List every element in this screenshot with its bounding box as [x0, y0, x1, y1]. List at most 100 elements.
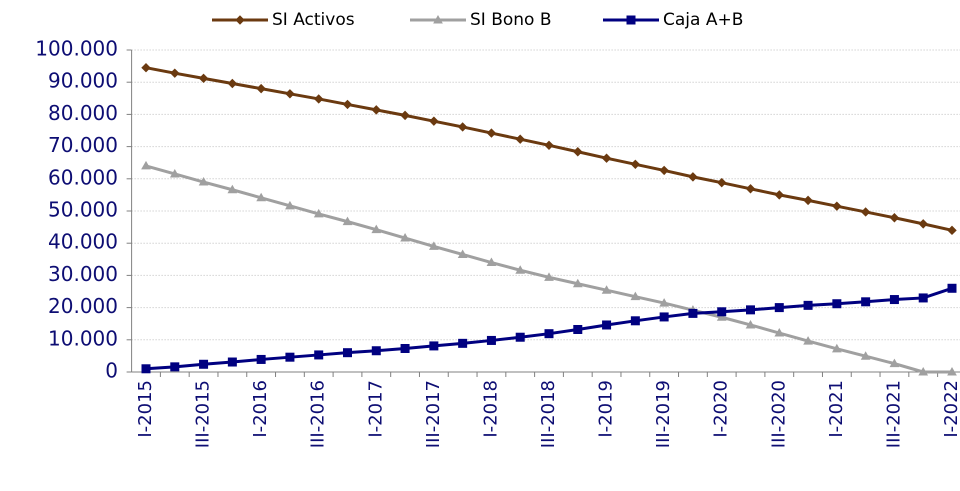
data-point [601, 285, 612, 294]
data-point [486, 128, 497, 138]
data-point [659, 312, 669, 322]
data-point [457, 249, 468, 258]
data-point [947, 225, 957, 236]
x-tick-label: III-2019 [653, 380, 674, 448]
series-line [145, 164, 952, 374]
data-point [630, 316, 640, 326]
data-point [429, 341, 439, 351]
x-tick-label: I-2015 [135, 380, 156, 438]
data-point [745, 184, 756, 194]
data-point [314, 350, 324, 360]
data-point [918, 293, 928, 303]
data-point [371, 346, 381, 356]
data-point [458, 338, 468, 348]
data-point [861, 297, 871, 307]
y-tick-label: 60.000 [48, 165, 118, 189]
data-point [573, 324, 583, 334]
data-point [659, 165, 669, 176]
x-tick-label: I-2016 [250, 380, 271, 438]
data-point [198, 73, 209, 84]
x-tick-label: III-2015 [193, 380, 214, 448]
x-tick-label: I-2020 [711, 380, 732, 438]
legend-label: SI Bono B [470, 10, 552, 30]
data-point [515, 265, 526, 274]
y-tick-label: 40.000 [48, 230, 118, 254]
data-point [630, 159, 641, 170]
data-point [860, 207, 871, 217]
data-point [141, 160, 151, 170]
data-point [285, 89, 295, 99]
data-point [602, 320, 612, 330]
y-tick-label: 0 [105, 359, 118, 383]
data-point [832, 299, 842, 309]
x-tick-label: III-2016 [308, 380, 329, 448]
data-point [227, 357, 237, 367]
data-point [198, 177, 209, 186]
data-point [832, 201, 842, 211]
x-tick-label: I-2022 [941, 380, 960, 438]
legend-marker [626, 15, 636, 25]
data-point [313, 208, 324, 218]
legend-label: SI Activos [272, 10, 355, 30]
x-tick-label: I-2017 [365, 380, 386, 438]
data-point [256, 83, 266, 94]
data-point [947, 366, 957, 376]
data-point [918, 366, 929, 376]
data-point [803, 300, 813, 310]
x-tick-label: III-2020 [768, 380, 789, 448]
x-tick-label: I-2021 [826, 380, 847, 438]
x-tick-label: III-2021 [883, 380, 904, 448]
data-point [400, 343, 410, 353]
data-point [803, 336, 813, 345]
data-point [371, 105, 381, 115]
data-point [659, 298, 670, 307]
data-point [918, 219, 928, 229]
y-tick-label: 70.000 [48, 133, 118, 157]
data-point [314, 94, 324, 104]
x-tick-label: III-2017 [423, 380, 444, 448]
y-tick-label: 10.000 [48, 326, 118, 350]
y-tick-label: 80.000 [48, 101, 118, 125]
legend-marker [433, 14, 443, 24]
data-point [515, 134, 525, 144]
x-tick-label: I-2018 [480, 380, 501, 438]
y-tick-label: 30.000 [48, 262, 118, 286]
legend-label: Caja A+B [663, 10, 743, 30]
data-point [860, 351, 871, 360]
data-point [947, 283, 957, 293]
x-tick-label: I-2019 [596, 380, 617, 438]
data-point [342, 216, 353, 226]
data-point [170, 68, 180, 78]
data-point [630, 291, 641, 301]
data-point [803, 195, 813, 206]
data-point [256, 192, 267, 202]
data-point [429, 116, 439, 126]
y-tick-label: 20.000 [48, 294, 118, 318]
data-point [285, 200, 295, 210]
data-point [544, 329, 554, 339]
data-point [486, 257, 497, 267]
data-point [889, 295, 899, 305]
data-point [515, 332, 525, 342]
data-point [141, 364, 151, 374]
data-point [774, 190, 784, 200]
data-point [457, 122, 468, 132]
y-tick-label: 50.000 [48, 198, 118, 222]
data-point [170, 362, 180, 372]
data-point [746, 305, 755, 315]
data-point [400, 110, 410, 121]
data-point [400, 233, 410, 242]
data-point [285, 352, 295, 362]
data-point [343, 348, 352, 358]
data-point [716, 312, 727, 321]
data-point [169, 168, 180, 178]
data-point [572, 278, 583, 288]
series-line [145, 286, 953, 371]
data-point [544, 272, 554, 281]
data-point [688, 172, 698, 182]
data-point [774, 328, 785, 337]
data-point [199, 359, 209, 369]
data-point [256, 354, 266, 364]
data-point [774, 303, 784, 313]
